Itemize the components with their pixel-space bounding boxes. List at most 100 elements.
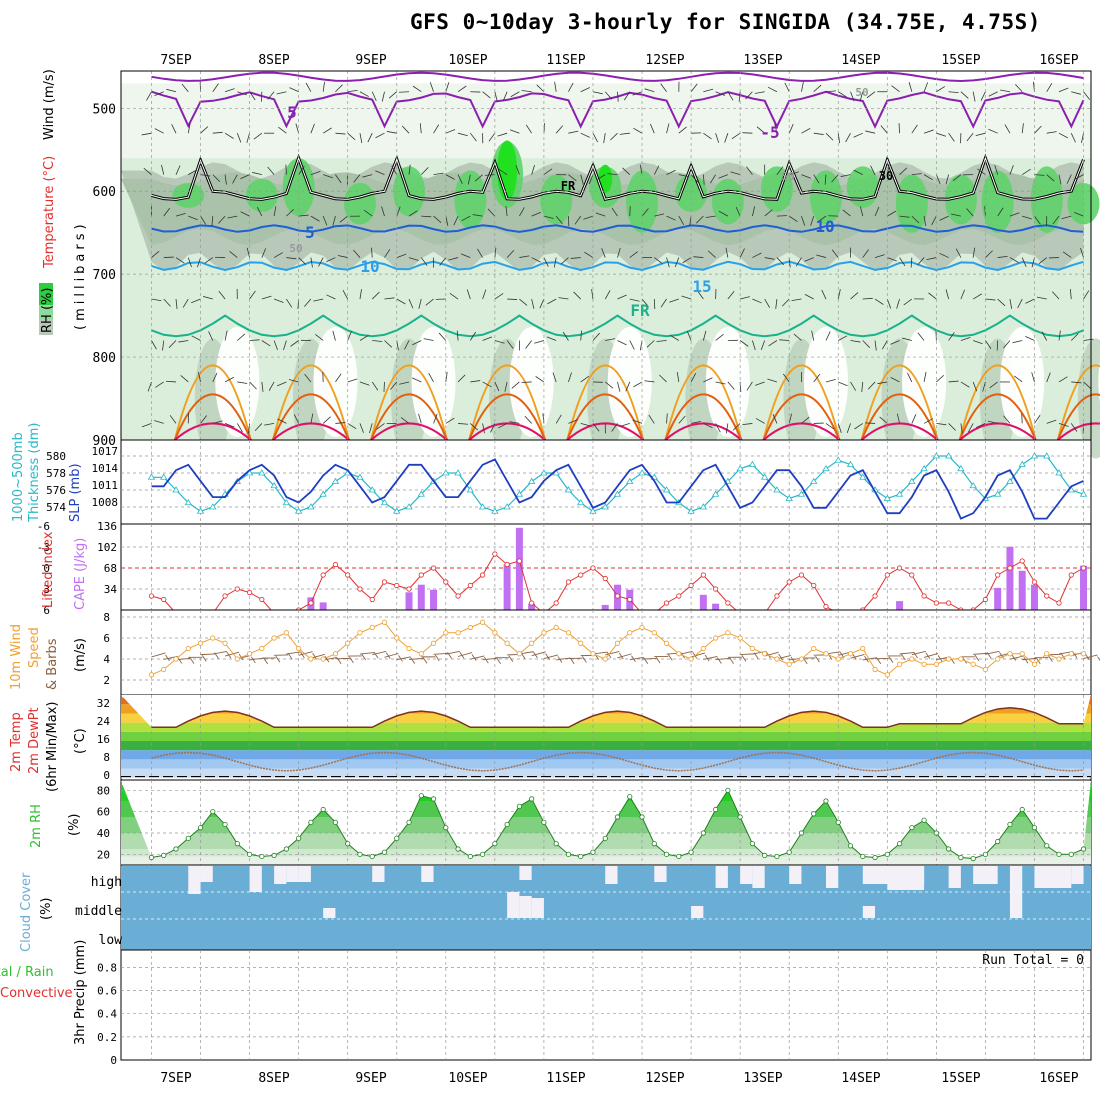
- wind-barb: [273, 340, 278, 351]
- wind-barb: [725, 247, 729, 258]
- wind-barb: [881, 340, 888, 350]
- bottom-date-label: 9SEP: [355, 1071, 386, 1086]
- contour-20: [664, 364, 743, 441]
- cloud-high-gap: [421, 866, 434, 882]
- thickness-line-marker: [1043, 452, 1051, 459]
- wind-barb: [862, 340, 871, 348]
- wind-barb: [335, 373, 342, 383]
- wind-speed-line-marker: [565, 630, 572, 636]
- wind-barb: [227, 215, 238, 219]
- wind-barb: [547, 298, 557, 305]
- cape-bar: [1018, 570, 1026, 610]
- wind-barb-10m: [200, 653, 215, 656]
- wind-speed-line-marker: [283, 630, 289, 636]
- wind-barb: [554, 81, 557, 92]
- cloud-high-gap: [605, 866, 618, 884]
- thickness-line-marker: [282, 498, 291, 506]
- wind-barb: [1015, 84, 1023, 93]
- wind-barb: [399, 91, 410, 93]
- thickness-label-2: Thickness (dm): [27, 423, 42, 523]
- cloud-high-gap: [825, 866, 839, 888]
- wind-barb: [154, 91, 164, 97]
- wind-barb: [666, 215, 676, 221]
- wind-barb: [278, 126, 287, 134]
- wind-barb: [494, 340, 505, 344]
- wind-barb: [838, 381, 848, 387]
- wind-barb: [936, 423, 947, 426]
- wind-barb: [825, 90, 836, 93]
- wind-barb: [1066, 174, 1072, 184]
- wind-barb: [709, 174, 716, 184]
- wind-barb: [727, 381, 735, 390]
- wind-speed-line-marker: [737, 635, 743, 641]
- rh-line-marker: [148, 854, 155, 861]
- wind-barb: [666, 257, 670, 268]
- contour-label: 50: [781, 170, 794, 183]
- wind10-label-3: & Barbs: [45, 638, 60, 690]
- wind-barb: [715, 423, 721, 433]
- wind-barb: [890, 377, 900, 383]
- wind-barb: [224, 376, 235, 383]
- wind-barb: [735, 206, 741, 217]
- rh-line-marker: [394, 835, 400, 841]
- wind-barb: [923, 82, 929, 92]
- wind-barb: [1004, 124, 1011, 134]
- li-line-marker: [369, 596, 375, 603]
- li-line-marker: [811, 582, 817, 589]
- wind-speed-line-marker: [970, 661, 976, 667]
- wind-speed-line-marker: [1080, 651, 1087, 657]
- wind-axis-label: Wind (m/s): [42, 69, 57, 140]
- wind-barb-10m: [310, 653, 326, 659]
- pressure-tick: 500: [93, 102, 116, 117]
- wind-barb: [539, 298, 545, 309]
- cloud-high-gap: [188, 866, 201, 894]
- wind-barb: [846, 423, 851, 434]
- wind-barb: [203, 296, 213, 300]
- wind-barb: [746, 381, 753, 391]
- wind-barb: [948, 380, 959, 383]
- li-line-marker: [148, 593, 155, 599]
- temp-grid: [151, 695, 1084, 780]
- wind-barb: [923, 216, 927, 227]
- rh-line-marker: [369, 853, 375, 860]
- wind-barb-feather: [250, 656, 256, 664]
- wind-speed-line-marker: [430, 640, 437, 646]
- wind-speed-line-marker: [811, 645, 817, 652]
- wind-speed-line-marker: [700, 645, 706, 652]
- temp-tick: 16: [97, 733, 110, 746]
- wind-barb-10m: [923, 652, 939, 658]
- wind-barb: [497, 132, 508, 137]
- wind-barb: [899, 167, 908, 175]
- cloud-high-gap: [200, 866, 213, 882]
- wind-barb: [162, 340, 165, 351]
- rh-tick: 40: [97, 827, 110, 840]
- rh-line-marker: [308, 819, 314, 825]
- wind-barb-10m: [556, 657, 571, 661]
- wind-barb: [375, 132, 385, 139]
- li-line-marker: [614, 593, 621, 599]
- cloud-high-gap: [1034, 866, 1072, 888]
- cape-grid: [121, 524, 1091, 610]
- contour-20: [271, 364, 350, 441]
- li-line-marker: [246, 589, 253, 596]
- wind-barb: [607, 173, 618, 176]
- wind-barb: [1081, 133, 1084, 144]
- temp-ticks: 32 24 16 8 0: [97, 697, 111, 782]
- wind-barb: [1058, 423, 1069, 427]
- bottom-date-label: 10SEP: [448, 1071, 487, 1086]
- wind-barb: [659, 374, 667, 383]
- wind-barb: [568, 130, 579, 134]
- contour-label: -5: [760, 123, 779, 142]
- wind-barb: [985, 250, 993, 258]
- wind-barb: [730, 171, 741, 176]
- wind-barb: [326, 257, 336, 263]
- wind-barb: [401, 125, 410, 134]
- wind-barb: [707, 250, 716, 258]
- wind-barb: [715, 133, 720, 143]
- wind-barb: [656, 340, 667, 342]
- rh-line-marker: [443, 825, 449, 831]
- rh-tick: 20: [97, 848, 110, 861]
- wind-barb: [204, 257, 214, 264]
- rh2m-label: 2m RH: [29, 804, 44, 848]
